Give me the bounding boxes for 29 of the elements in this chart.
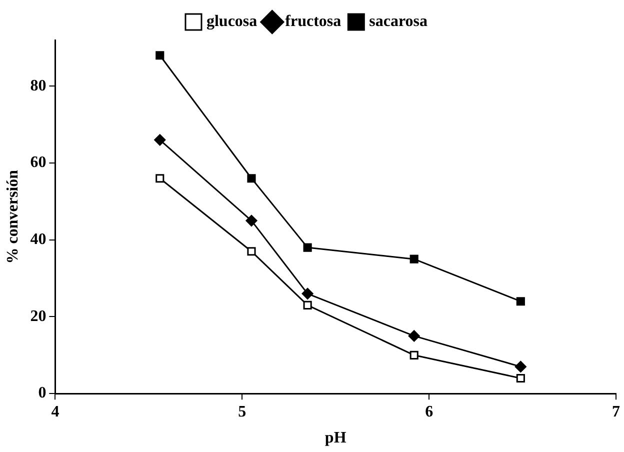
y-tick-label: 80 [30,77,46,94]
legend-label: sacarosa [369,13,428,30]
y-tick-label: 0 [38,384,46,402]
point [302,288,314,300]
y-tick-label: 20 [30,308,46,325]
x-axis-title: pH [324,430,347,447]
x-tick-label: 4 [51,403,60,420]
point [247,247,256,256]
point [516,297,525,306]
point [410,350,418,360]
point [514,360,526,372]
legend-label: glucosa [206,13,258,30]
point [410,254,418,264]
point [156,174,164,183]
y-axis-title: % conversión [4,170,22,264]
point [246,214,258,226]
x-tick-label: 7 [612,403,620,420]
point [516,374,525,383]
y-tick-label: 60 [30,154,46,172]
point [408,330,420,342]
point [303,243,312,252]
point [247,174,256,183]
point [156,51,164,60]
y-tick-label: 40 [30,231,46,248]
x-tick-label: 5 [238,403,246,420]
point [154,134,166,146]
x-tick-label: 6 [425,403,434,420]
legend-label: fructosa [285,13,342,30]
point [303,300,312,310]
